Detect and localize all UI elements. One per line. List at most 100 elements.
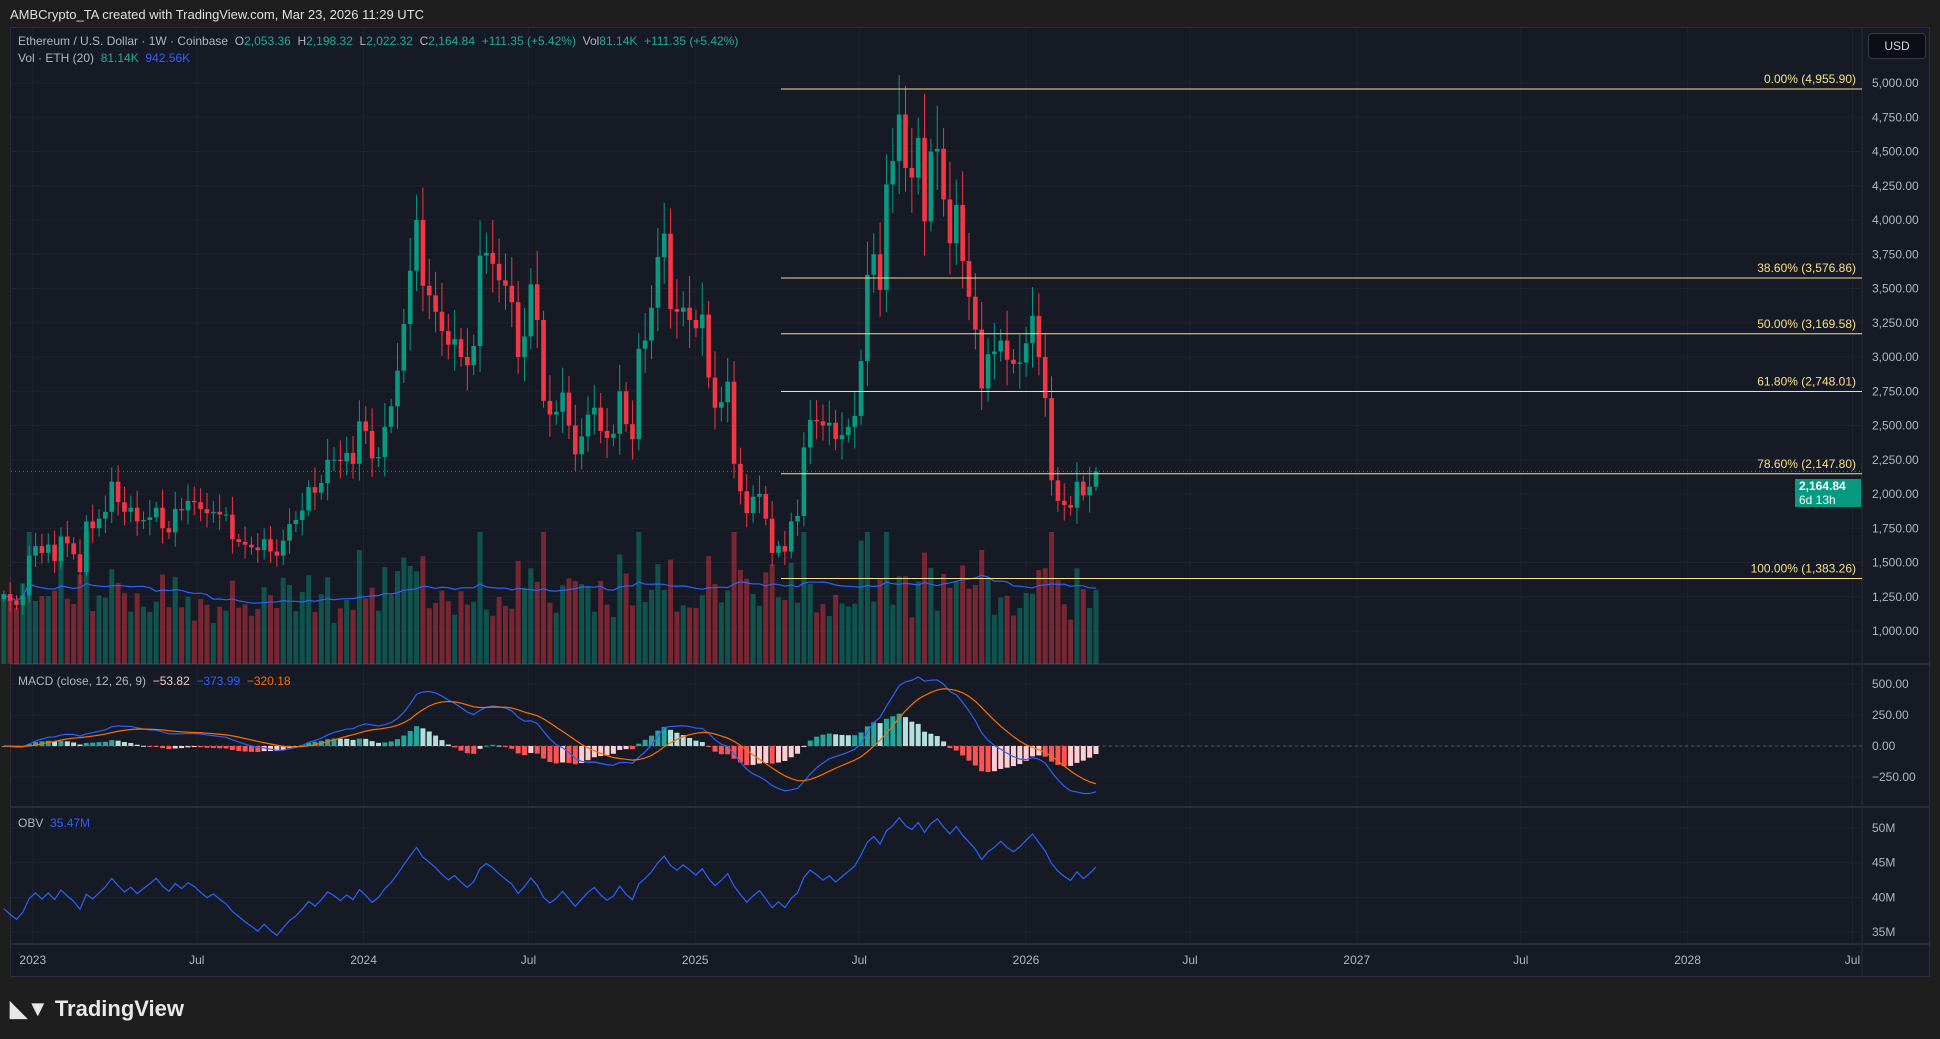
macd-histogram-bar xyxy=(1004,746,1010,768)
candle-body xyxy=(744,491,750,514)
candle-body xyxy=(26,555,32,596)
price-tick-label: 4,500.00 xyxy=(1872,145,1919,159)
macd-histogram-bar xyxy=(312,741,318,746)
candle-body xyxy=(738,463,743,492)
volume-bar xyxy=(471,601,477,664)
macd-histogram-bar xyxy=(896,713,902,746)
obv-legend[interactable]: OBV 35.47M xyxy=(18,816,90,830)
macd-histogram-bar xyxy=(236,746,242,751)
candle-body xyxy=(255,547,261,551)
candle-body xyxy=(236,539,242,542)
macd-legend[interactable]: MACD (close, 12, 26, 9) −53.82 −373.99 −… xyxy=(18,674,291,688)
macd-histogram-bar xyxy=(109,740,115,746)
macd-histogram-bar xyxy=(1087,746,1093,758)
volume-bar xyxy=(77,574,83,664)
macd-histogram-bar xyxy=(737,746,743,763)
candle-body xyxy=(198,502,203,510)
candle-body xyxy=(84,521,89,573)
macd-histogram-bar xyxy=(1030,746,1035,757)
last-price-label: 2,164.84 6d 13h xyxy=(1795,479,1861,507)
candle-body xyxy=(1004,340,1010,360)
price-tick-label: 3,000.00 xyxy=(1872,350,1919,364)
price-tick-label: 2,500.00 xyxy=(1872,419,1919,433)
macd-histogram-bar xyxy=(179,746,185,749)
symbol-title[interactable]: Ethereum / U.S. Dollar · 1W · Coinbase xyxy=(18,34,229,48)
candle-body xyxy=(103,511,108,519)
volume-bar xyxy=(458,591,464,664)
volume-bar xyxy=(96,595,102,664)
macd-histogram-bar xyxy=(953,746,959,751)
macd-histogram-bar xyxy=(166,746,172,750)
volume-bar xyxy=(236,607,242,664)
macd-histogram-bar xyxy=(471,746,477,754)
candle-body xyxy=(52,544,57,562)
macd-histogram-bar xyxy=(636,743,642,746)
candle-body xyxy=(39,546,45,553)
low-label: L xyxy=(359,34,367,48)
macd-histogram-bar xyxy=(464,746,470,754)
macd-histogram-bar xyxy=(1074,746,1080,763)
volume-bar xyxy=(153,601,159,664)
macd-histogram-bar xyxy=(496,745,502,747)
candle-body xyxy=(846,426,851,436)
time-tick-label: 2024 xyxy=(350,953,377,967)
candle-body xyxy=(909,167,915,178)
candle-body xyxy=(388,406,394,427)
candle-body xyxy=(249,544,254,548)
volume-bar xyxy=(833,594,839,664)
volume-bar xyxy=(299,592,305,664)
candle-body xyxy=(604,430,610,438)
candle-body xyxy=(541,320,546,401)
volume-bar xyxy=(388,594,394,664)
time-tick-label: Jul xyxy=(521,953,536,967)
macd-histogram-bar xyxy=(210,746,216,748)
volume-bar xyxy=(655,564,661,664)
volume-bar xyxy=(826,615,832,664)
candle-body xyxy=(782,546,788,552)
macd-histogram-bar xyxy=(604,746,610,756)
candle-body xyxy=(14,600,19,605)
volume-bar xyxy=(534,581,540,664)
high-label: H xyxy=(297,34,307,48)
macd-histogram-bar xyxy=(845,735,851,746)
volume-legend[interactable]: Vol · ETH (20) 81.14K 942.56K xyxy=(18,51,190,65)
candle-body xyxy=(96,518,102,529)
time-tick-label: 2026 xyxy=(1013,953,1040,967)
volume-bar xyxy=(172,577,178,664)
macd-histogram-bar xyxy=(591,746,597,758)
candle-body xyxy=(153,507,159,518)
candle-body xyxy=(750,496,756,514)
volume-bar xyxy=(1004,595,1010,664)
macd-histogram-bar xyxy=(204,746,210,748)
macd-histogram-bar xyxy=(229,746,235,750)
candle-body xyxy=(217,511,222,515)
currency-button[interactable]: USD xyxy=(1868,33,1926,59)
candle-body xyxy=(261,539,267,551)
volume-bar xyxy=(909,617,915,664)
volume-bar xyxy=(769,564,775,664)
volume-bar xyxy=(979,549,985,664)
macd-histogram-bar xyxy=(922,731,928,746)
volume-bar xyxy=(331,622,337,664)
macd-histogram-bar xyxy=(553,746,559,764)
volume-bar xyxy=(629,605,635,664)
volume-bar xyxy=(191,620,197,664)
volume-bar xyxy=(795,602,801,664)
volume-bar xyxy=(83,532,89,664)
candle-body xyxy=(268,539,273,552)
volume-bar xyxy=(998,597,1004,664)
candle-body xyxy=(687,307,692,321)
candle-body xyxy=(1017,362,1023,364)
last-price: 2,164.84 xyxy=(1799,479,1846,493)
volume-bar xyxy=(642,602,648,664)
candle-body xyxy=(122,502,127,512)
volume-bar xyxy=(1093,589,1099,664)
volume-bar xyxy=(1017,607,1023,664)
tradingview-logo[interactable]: ◣▼ TradingView xyxy=(10,996,184,1022)
volume-bar xyxy=(407,566,413,664)
macd-histogram-bar xyxy=(223,746,229,749)
macd-histogram-bar xyxy=(782,746,788,762)
candle-body xyxy=(928,151,934,222)
macd-histogram-bar xyxy=(877,723,883,746)
